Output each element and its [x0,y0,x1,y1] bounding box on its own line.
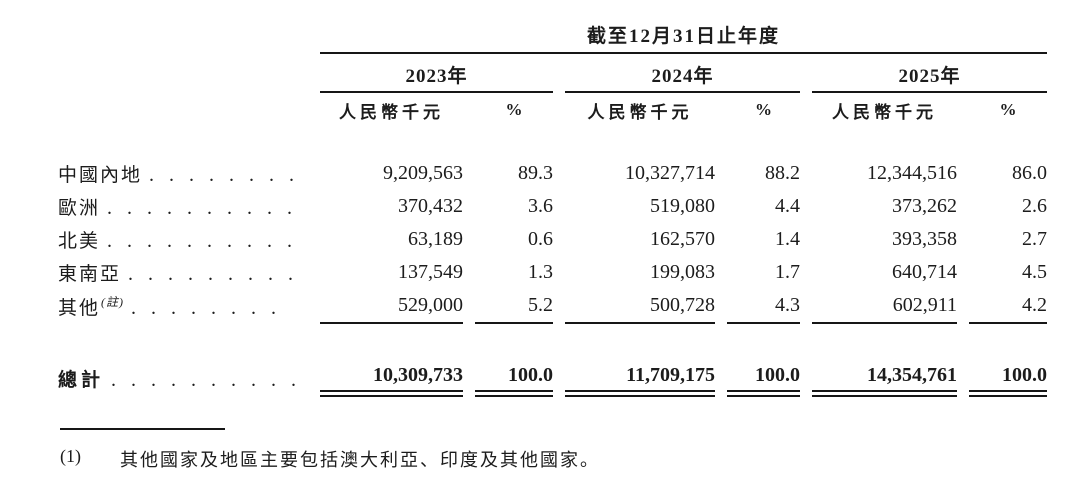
footnote-reference: (註) [101,294,125,309]
percent-cell: 2.6 [1022,195,1047,217]
percent-cell: 4.2 [969,289,1047,324]
row-label: 其他(註) [58,294,125,319]
percent-header-2025: % [999,100,1017,119]
amount-cell: 373,262 [892,195,957,217]
empty-cell [58,93,308,127]
amount-header-2023: 人民幣千元 [339,102,444,122]
amount-cell: 9,209,563 [383,162,463,184]
table-row-total: 總計 . . . . . . . . . . 10,309,733 100.0 … [58,360,1047,397]
percent-cell: 4.3 [727,289,800,324]
year-header-2023: 2023年 [320,54,553,93]
spacer-row [58,127,1047,157]
percent-cell: 4.4 [775,195,800,217]
percent-cell: 4.5 [1022,261,1047,283]
percent-cell: 1.7 [775,261,800,283]
percent-cell: 1.3 [528,261,553,283]
total-percent-cell: 100.0 [969,360,1047,397]
amount-cell: 500,728 [565,289,715,324]
spacer-row [58,324,1047,360]
total-amount-cell: 10,309,733 [320,360,463,397]
amount-cell: 63,189 [408,228,463,250]
percent-header-2024: % [755,100,772,119]
period-header-row: 截至12月31日止年度 [58,10,1047,54]
row-label-cell: 歐洲 . . . . . . . . . . [58,190,308,223]
dot-leader: . . . . . . . . [131,297,277,319]
row-label: 中國內地 [58,165,143,186]
row-label-cell: 東南亞 . . . . . . . . . [58,256,308,289]
amount-cell: 519,080 [650,195,715,217]
amount-cell: 370,432 [398,195,463,217]
amount-cell: 640,714 [892,261,957,283]
column-subheader-row: 人民幣千元 % 人民幣千元 % 人民幣千元 % [58,93,1047,127]
percent-cell: 2.7 [1022,228,1047,250]
percent-cell: 1.4 [775,228,800,250]
amount-header-2024: 人民幣千元 [587,102,693,122]
row-label-cell: 中國內地 . . . . . . . . [58,157,308,190]
dot-leader: . . . . . . . . . . [111,369,297,391]
amount-cell: 10,327,714 [625,162,715,184]
amount-cell: 137,549 [398,261,463,283]
empty-cell [58,10,308,54]
footnote-text: 其他國家及地區主要包括澳大利亞、印度及其他國家。 [120,450,600,470]
year-header-row: 2023年 2024年 2025年 [58,54,1047,93]
table-row-north-america: 北美 . . . . . . . . . . 63,189 0.6 162,57… [58,223,1047,256]
amount-cell: 529,000 [320,289,463,324]
amount-cell: 393,358 [892,228,957,250]
amount-header-2025: 人民幣千元 [832,102,937,122]
total-percent-cell: 100.0 [727,360,800,397]
footnote: (1) 其他國家及地區主要包括澳大利亞、印度及其他國家。 [60,446,600,472]
row-label: 東南亞 [58,264,122,285]
percent-header-2023: % [505,100,523,119]
percent-cell: 88.2 [765,162,800,184]
dot-leader: . . . . . . . . [149,164,295,186]
revenue-by-region-table: 截至12月31日止年度 2023年 2024年 2025年 人民幣千元 % 人民… [46,10,1059,397]
table-row-mainland-china: 中國內地 . . . . . . . . 9,209,563 89.3 10,3… [58,157,1047,190]
year-header-2025: 2025年 [812,54,1047,93]
percent-cell: 3.6 [528,195,553,217]
dot-leader: . . . . . . . . . . [107,230,293,252]
table-row-southeast-asia: 東南亞 . . . . . . . . . 137,549 1.3 199,08… [58,256,1047,289]
row-label-cell: 北美 . . . . . . . . . . [58,223,308,256]
dot-leader: . . . . . . . . . . [107,197,293,219]
percent-cell: 89.3 [518,162,553,184]
percent-cell: 86.0 [1012,162,1047,184]
amount-cell: 199,083 [650,261,715,283]
empty-cell [58,54,308,93]
total-amount-cell: 11,709,175 [565,360,715,397]
footnote-divider [60,428,225,430]
percent-cell: 0.6 [528,228,553,250]
table-row-others: 其他(註) . . . . . . . . 529,000 5.2 500,72… [58,289,1047,324]
period-header: 截至12月31日止年度 [320,10,1047,54]
amount-cell: 602,911 [812,289,957,324]
row-label-cell: 其他(註) . . . . . . . . [58,289,308,324]
total-label: 總計 [58,370,105,391]
amount-cell: 162,570 [650,228,715,250]
row-label: 北美 [58,231,101,252]
amount-cell: 12,344,516 [867,162,957,184]
table-row-europe: 歐洲 . . . . . . . . . . 370,432 3.6 519,0… [58,190,1047,223]
footnote-marker: (1) [60,446,81,466]
percent-cell: 5.2 [475,289,553,324]
total-amount-cell: 14,354,761 [812,360,957,397]
total-percent-cell: 100.0 [475,360,553,397]
dot-leader: . . . . . . . . . [128,263,294,285]
row-label-cell: 總計 . . . . . . . . . . [58,360,308,397]
row-label: 歐洲 [58,198,101,219]
year-header-2024: 2024年 [565,54,800,93]
